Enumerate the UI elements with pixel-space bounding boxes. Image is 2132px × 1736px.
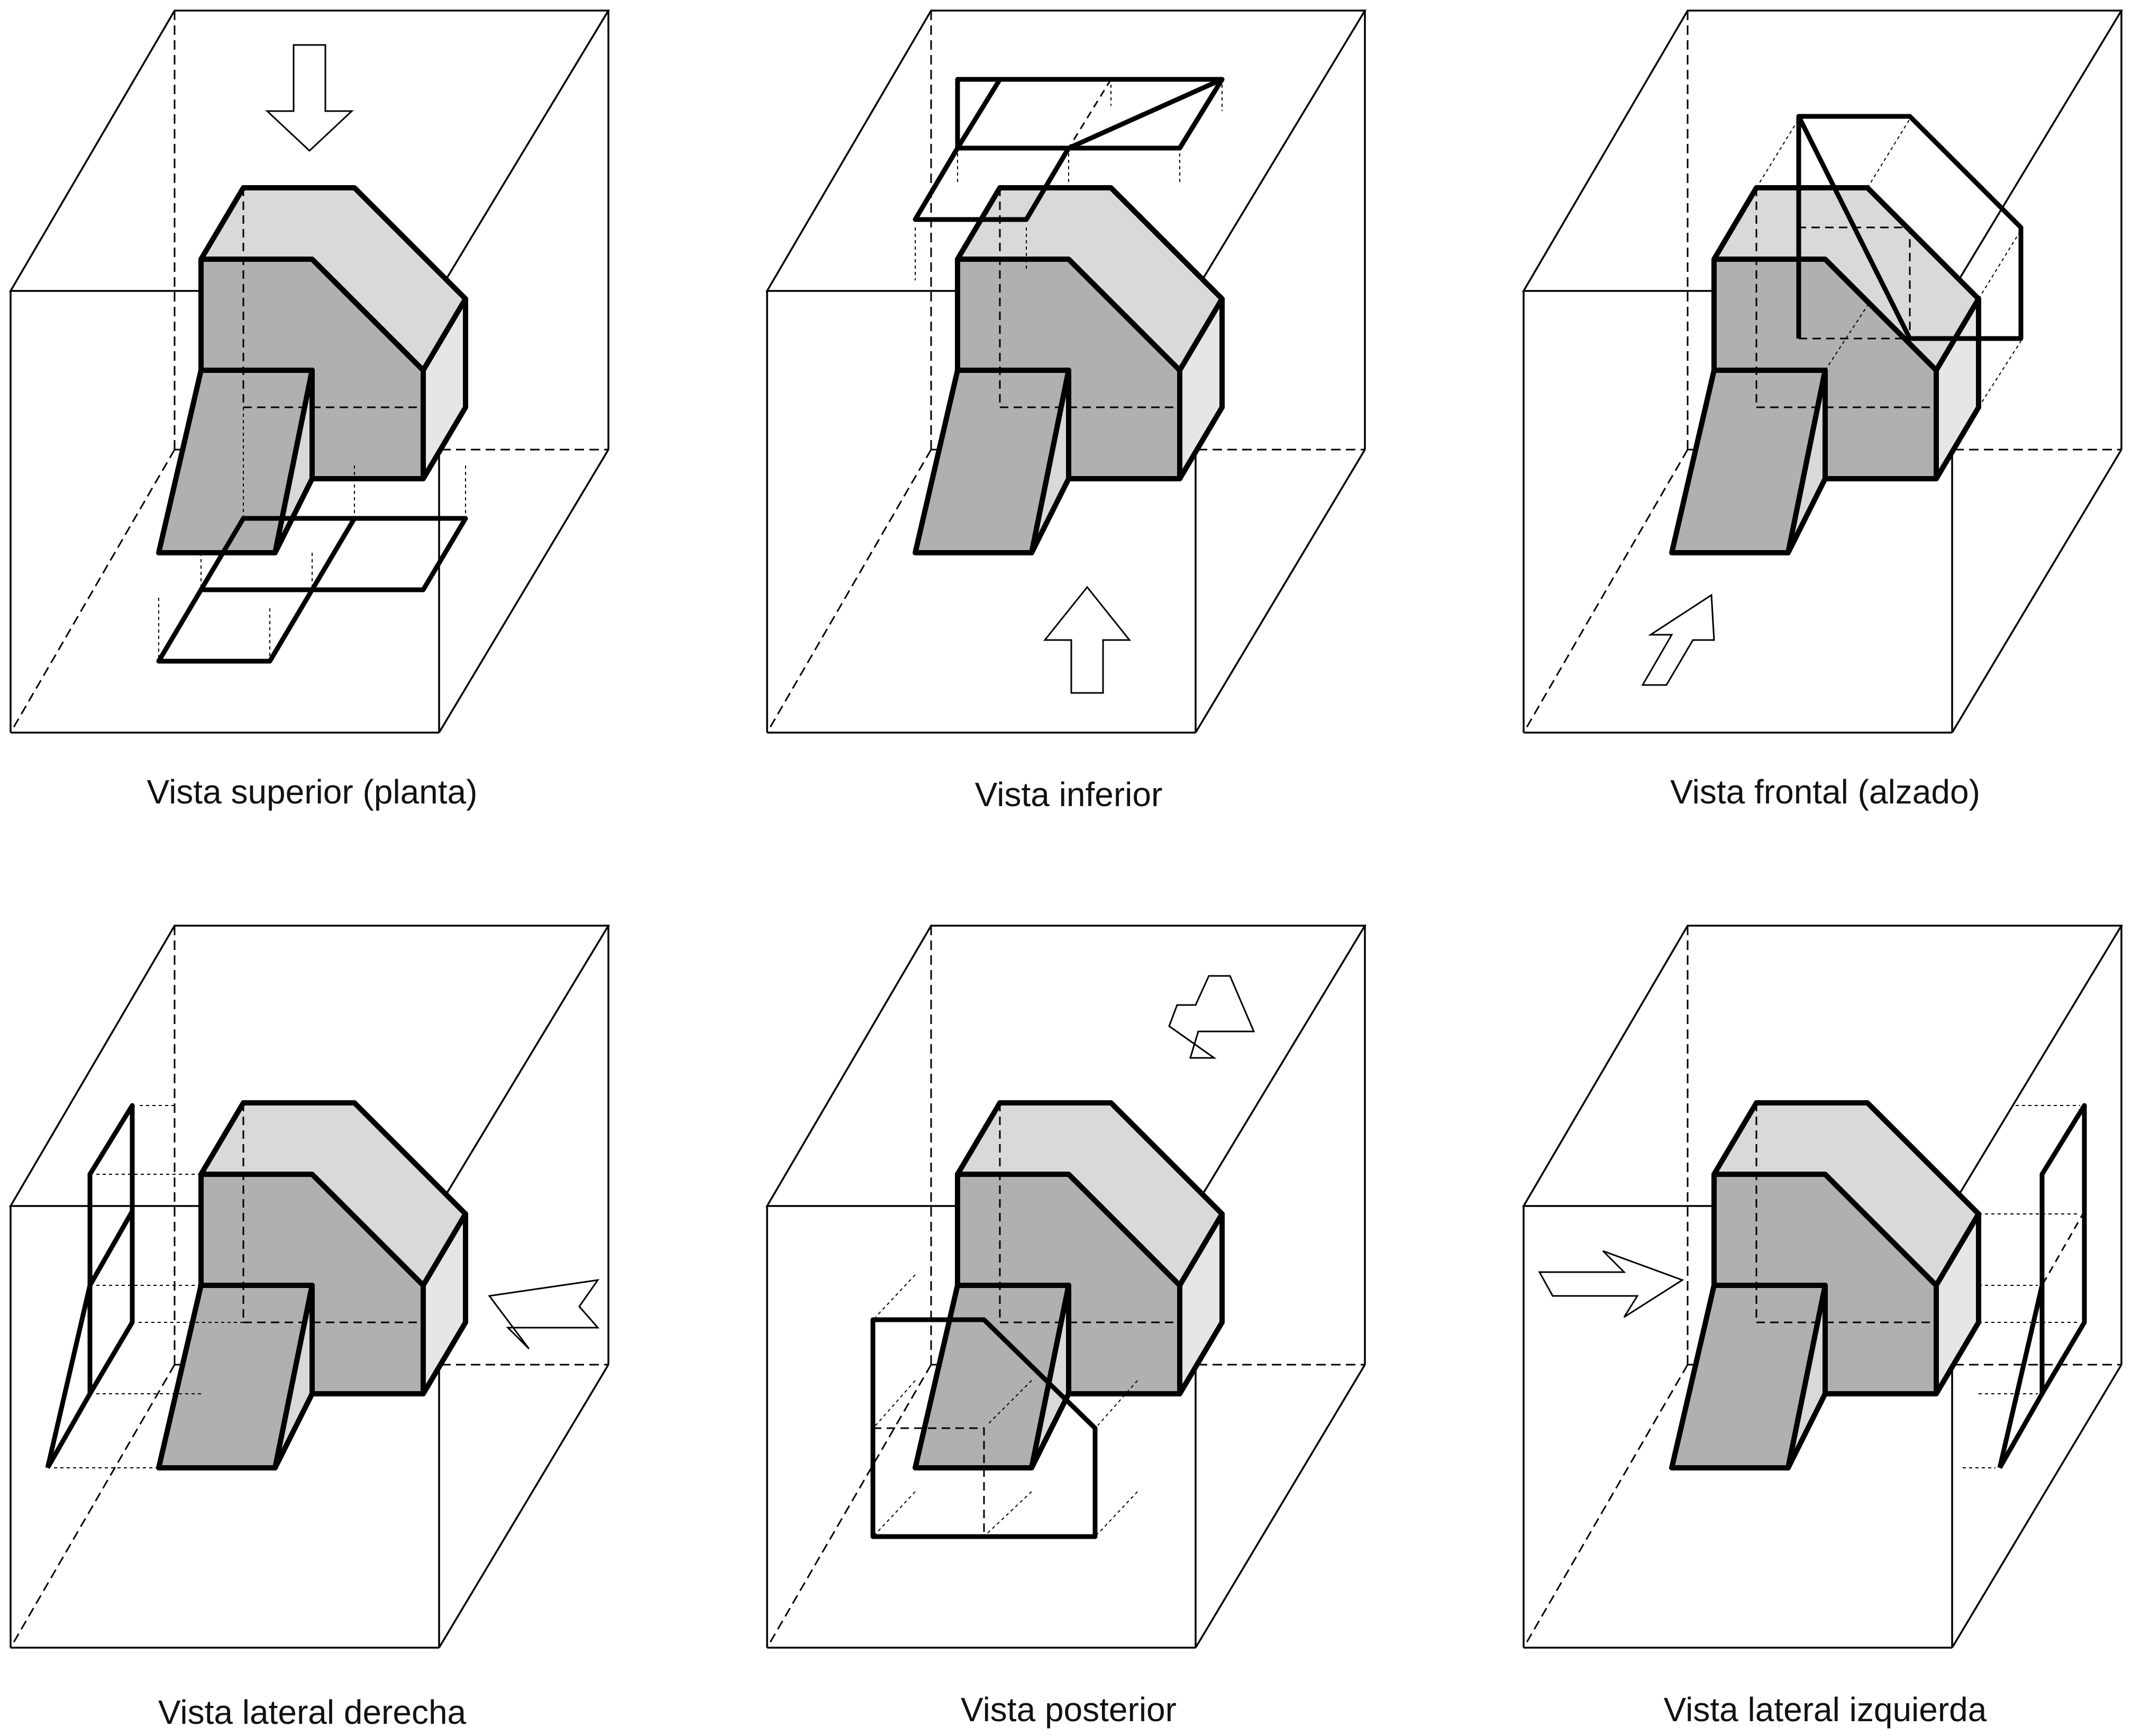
arrow-diagonal-up-right-icon <box>1641 593 1715 686</box>
view-bottom-panel <box>757 0 1465 751</box>
view-front-caption: Vista frontal (alzado) <box>1670 773 1980 811</box>
view-top-caption: Vista superior (planta) <box>147 773 478 811</box>
view-right-panel <box>0 915 709 1666</box>
view-left-panel <box>1513 915 2127 1666</box>
arrow-down-icon <box>265 44 354 152</box>
arrow-right-icon <box>1538 1250 1684 1318</box>
view-back-panel <box>757 915 1465 1666</box>
view-top-panel <box>0 0 709 751</box>
view-left-caption: Vista lateral izquierda <box>1663 1691 1987 1729</box>
arrow-up-icon <box>1043 586 1132 694</box>
view-right-caption: Vista lateral derecha <box>158 1693 467 1731</box>
view-bottom-diagram <box>765 10 1367 734</box>
view-back-caption: Vista posterior <box>961 1691 1177 1729</box>
view-top-diagram <box>8 10 611 734</box>
view-back-diagram <box>765 925 1367 1649</box>
arrow-left-icon <box>488 1279 600 1350</box>
arrow-diagonal-down-left-icon <box>1168 975 1255 1059</box>
view-front-panel <box>1513 0 2127 751</box>
view-left-diagram <box>1521 925 2124 1649</box>
view-right-diagram <box>8 925 611 1649</box>
view-bottom-caption: Vista inferior <box>974 775 1163 814</box>
view-front-diagram <box>1521 10 2124 734</box>
